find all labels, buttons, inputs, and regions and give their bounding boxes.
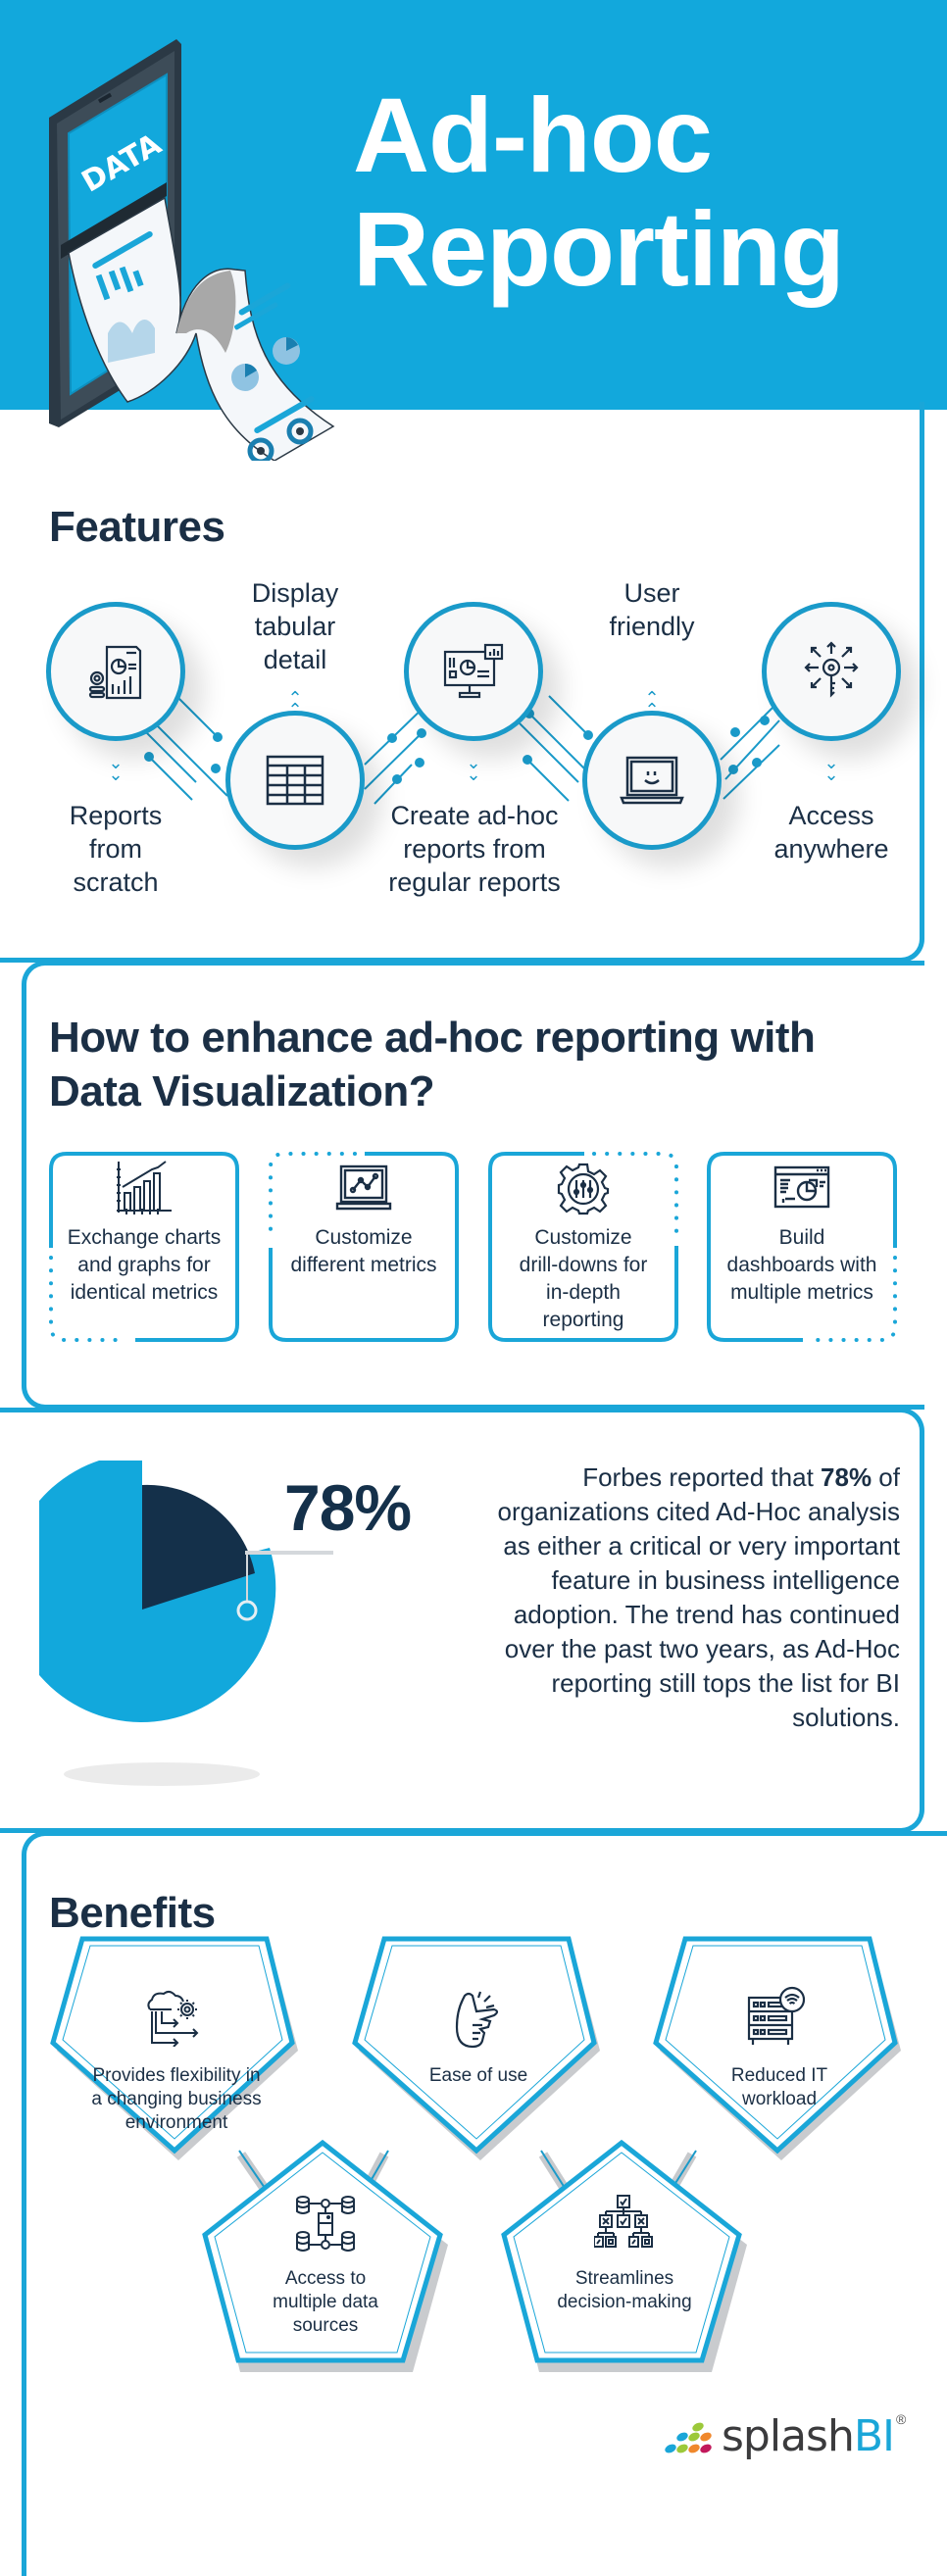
key-arrows-icon xyxy=(804,641,859,698)
feature-label-display-tabular-detail: Display tabular detail xyxy=(251,578,339,674)
laptop-line-graph-icon xyxy=(335,1164,392,1211)
viz-card-text: Customize different metrics xyxy=(290,1226,437,1276)
feature-circle-display-tabular-detail xyxy=(225,711,365,850)
chevron-up-icon: ⌃ ⌃ xyxy=(287,688,303,719)
benefit-pentagon-reduced-it xyxy=(653,1936,901,2160)
benefits-title: Benefits xyxy=(49,1889,216,1937)
feature-circle-reports-from-scratch xyxy=(46,602,185,741)
viz-card-customize-drilldowns: Customize drill-downs for in-depth reportin… xyxy=(486,1150,680,1344)
feature-label-create-ad-hoc-reports: Create ad-hoc reports from regular reports xyxy=(388,801,561,897)
feature-label-user-friendly: User friendly xyxy=(609,578,695,641)
features-title: Features xyxy=(49,503,225,551)
feature-circle-access-anywhere xyxy=(762,602,901,741)
viz-card-text: Exchange charts and graphs for identical m… xyxy=(67,1226,222,1304)
splash-drops-icon xyxy=(665,2422,712,2453)
gear-sliders-icon xyxy=(557,1163,610,1215)
cloud-gear-arrows-icon xyxy=(147,1990,199,2047)
table-grid-icon xyxy=(266,755,324,806)
server-wifi-icon xyxy=(747,1986,806,2045)
chevron-up-icon: ⌃ ⌃ xyxy=(644,688,660,719)
databases-network-icon xyxy=(296,2196,355,2252)
viz-card-text: Build dashboards with multiple metrics xyxy=(726,1226,877,1304)
benefit-pentagon-data-sources xyxy=(202,2139,448,2372)
benefit-pentagon-decision-making xyxy=(501,2139,747,2372)
stat-description: Forbes reported that 78% of organization… xyxy=(497,1462,900,1732)
feature-label-access-anywhere: Access anywhere xyxy=(773,801,889,864)
page-title: Ad-hoc Reporting xyxy=(353,75,845,308)
chevron-down-icon: ⌄ ⌄ xyxy=(823,753,839,784)
benefit-text-data-sources: Access to multiple data sources xyxy=(273,2268,378,2336)
feature-circle-user-friendly xyxy=(582,711,722,850)
benefit-pentagon-flexibility xyxy=(50,1936,298,2160)
viz-card-build-dashboards: Build dashboards with multiple metrics xyxy=(705,1150,899,1344)
viz-card-text: Customize drill-downs for in-depth reportin… xyxy=(519,1226,648,1331)
report-document-chart-icon xyxy=(88,645,142,700)
benefit-text-flexibility: Provides flexibility in a changing busine… xyxy=(91,2065,262,2133)
splashbi-logo: splashBI ® xyxy=(663,2411,906,2461)
chevron-down-icon: ⌄ ⌄ xyxy=(466,753,481,784)
pie-slice-22 xyxy=(142,1484,255,1610)
visualization-section-frame xyxy=(22,961,924,1410)
pie-chart xyxy=(39,1461,333,1786)
viz-card-exchange-charts: Exchange charts and graphs for identical m… xyxy=(47,1150,241,1344)
decision-tree-icon xyxy=(594,2195,653,2248)
viz-card-customize-metrics: Customize different metrics xyxy=(267,1150,461,1344)
visualization-title: How to enhance ad-hoc reporting with Dat… xyxy=(49,1014,816,1115)
chevron-down-icon: ⌄ ⌄ xyxy=(108,753,124,784)
logo-wordmark: splashBI xyxy=(722,2411,895,2461)
dashboard-window-icon xyxy=(773,1165,830,1209)
feature-circle-create-ad-hoc-reports xyxy=(404,602,543,741)
stat-section-frame xyxy=(0,1408,924,1833)
laptop-smiley-icon xyxy=(620,756,684,805)
benefit-text-ease-of-use: Ease of use xyxy=(428,2065,528,2086)
snapping-hand-icon xyxy=(455,1991,499,2049)
feature-label-reports-from-scratch: Reports from scratch xyxy=(69,801,163,897)
stat-percent-label: 78% xyxy=(284,1471,412,1544)
benefit-pentagon-ease-of-use xyxy=(352,1936,600,2160)
features-section-frame xyxy=(0,402,924,963)
bar-line-chart-icon xyxy=(117,1161,172,1214)
tablet-printing-report-icon: DATA xyxy=(49,39,335,461)
benefits-section-frame xyxy=(22,1831,947,2576)
benefit-text-decision-making: Streamlines decision-making xyxy=(557,2268,692,2312)
benefit-text-reduced-it: Reduced IT workload xyxy=(730,2065,828,2109)
monitor-dashboard-icon xyxy=(443,643,504,699)
